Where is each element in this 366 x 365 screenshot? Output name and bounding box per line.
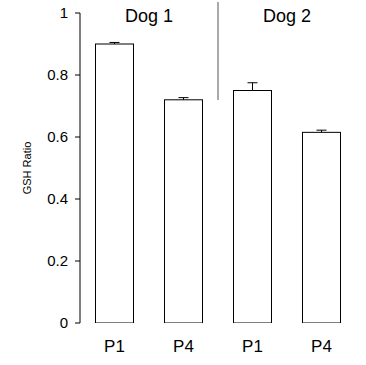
y-tick-label: 0.4: [47, 190, 68, 207]
y-axis: [80, 13, 81, 323]
y-axis-label: GSH Ratio: [21, 142, 33, 195]
x-tick-label: P1: [242, 337, 263, 356]
error-cap: [110, 42, 120, 43]
y-tick: [75, 75, 80, 76]
y-tick-label: 0.2: [47, 252, 68, 269]
y-tick-label: 0: [60, 314, 68, 331]
y-tick: [75, 261, 80, 262]
bar: [234, 91, 272, 324]
y-tick-label: 0.6: [47, 128, 68, 145]
error-bar: [179, 98, 189, 100]
bar: [96, 44, 134, 323]
y-tick: [75, 137, 80, 138]
x-tick-label: P4: [311, 337, 332, 356]
chart-container: 0 0.2 0.4 0.6 0.8 1 GSH Ratio Dog 1 Dog 2 P1 P4 P1 P…: [0, 0, 366, 365]
chart-svg: 0 0.2 0.4 0.6 0.8 1 GSH Ratio Dog 1 Dog 2 P1 P4 P1 P…: [0, 0, 366, 365]
x-tick-label: P4: [173, 337, 194, 356]
error-bar: [110, 42, 120, 44]
group-label: Dog 1: [125, 6, 173, 26]
group-divider: [218, 2, 219, 100]
error-cap: [317, 130, 327, 131]
y-tick: [75, 13, 80, 14]
bars: [96, 42, 341, 323]
bar: [303, 132, 341, 323]
error-bar: [317, 130, 327, 132]
error-bar: [248, 83, 258, 91]
y-tick: [75, 199, 80, 200]
y-tick-label: 1: [60, 4, 68, 21]
y-tick: [75, 323, 80, 324]
group-label: Dog 2: [263, 6, 311, 26]
x-tick-label: P1: [104, 337, 125, 356]
error-cap: [179, 97, 189, 98]
error-cap: [248, 82, 258, 83]
bar: [165, 100, 203, 323]
error-line: [252, 83, 253, 91]
y-tick-label: 0.8: [47, 66, 68, 83]
